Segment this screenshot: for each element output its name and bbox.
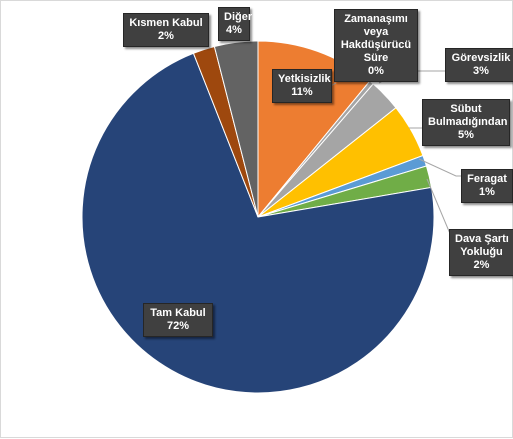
data-label-gorevsizlik: Görevsizlik 3%: [445, 48, 513, 82]
data-label-tam-kabul: Tam Kabul 72%: [143, 303, 213, 337]
label-value: 2%: [158, 30, 174, 42]
label-name: Feragat: [467, 173, 507, 185]
label-value: 5%: [458, 129, 474, 141]
label-value: 72%: [166, 320, 190, 332]
data-label-dava: Dava Şartı Yokluğu 2%: [449, 229, 513, 276]
label-name-line: Hakdüşürücü: [340, 39, 412, 51]
label-name-line: veya: [363, 26, 389, 38]
pie-slices: [81, 40, 435, 394]
label-value: 0%: [368, 65, 384, 77]
label-value: 2%: [473, 259, 490, 271]
label-name: Kısmen Kabul: [129, 17, 203, 29]
label-value: 1%: [479, 186, 495, 198]
data-label-feragat: Feragat 1%: [461, 169, 513, 203]
label-name: Diğer: [224, 11, 253, 23]
label-name: Görevsizlik: [451, 52, 511, 64]
data-label-diger: Diğer 4%: [218, 7, 253, 41]
label-name-line: Dava Şartı: [455, 233, 509, 245]
label-name: Yetkisizlik: [278, 73, 331, 85]
label-value: 3%: [473, 65, 489, 77]
label-value: 4%: [226, 24, 242, 36]
data-label-kismen-kabul: Kısmen Kabul 2%: [123, 13, 209, 47]
label-name: Tam Kabul: [150, 307, 206, 319]
pie-slice-diğer: [213, 40, 259, 218]
data-label-subut: Sübut Bulmadığından 5%: [422, 99, 510, 146]
label-name-line: Zamanaşımı: [344, 13, 408, 25]
label-name-line: Süre: [363, 52, 389, 64]
label-name-line: Bulmadığından: [428, 116, 508, 128]
label-name-line: Sübut: [450, 103, 482, 115]
label-name-line: Yokluğu: [460, 246, 503, 258]
leader-line: [418, 158, 461, 177]
data-label-zamanasimi: Zamanaşımı veya Hakdüşürücü Süre 0%: [334, 9, 418, 82]
label-value: 11%: [291, 86, 313, 98]
leader-line: [426, 178, 452, 237]
data-label-yetkisizlik: Yetkisizlik 11%: [272, 69, 332, 103]
